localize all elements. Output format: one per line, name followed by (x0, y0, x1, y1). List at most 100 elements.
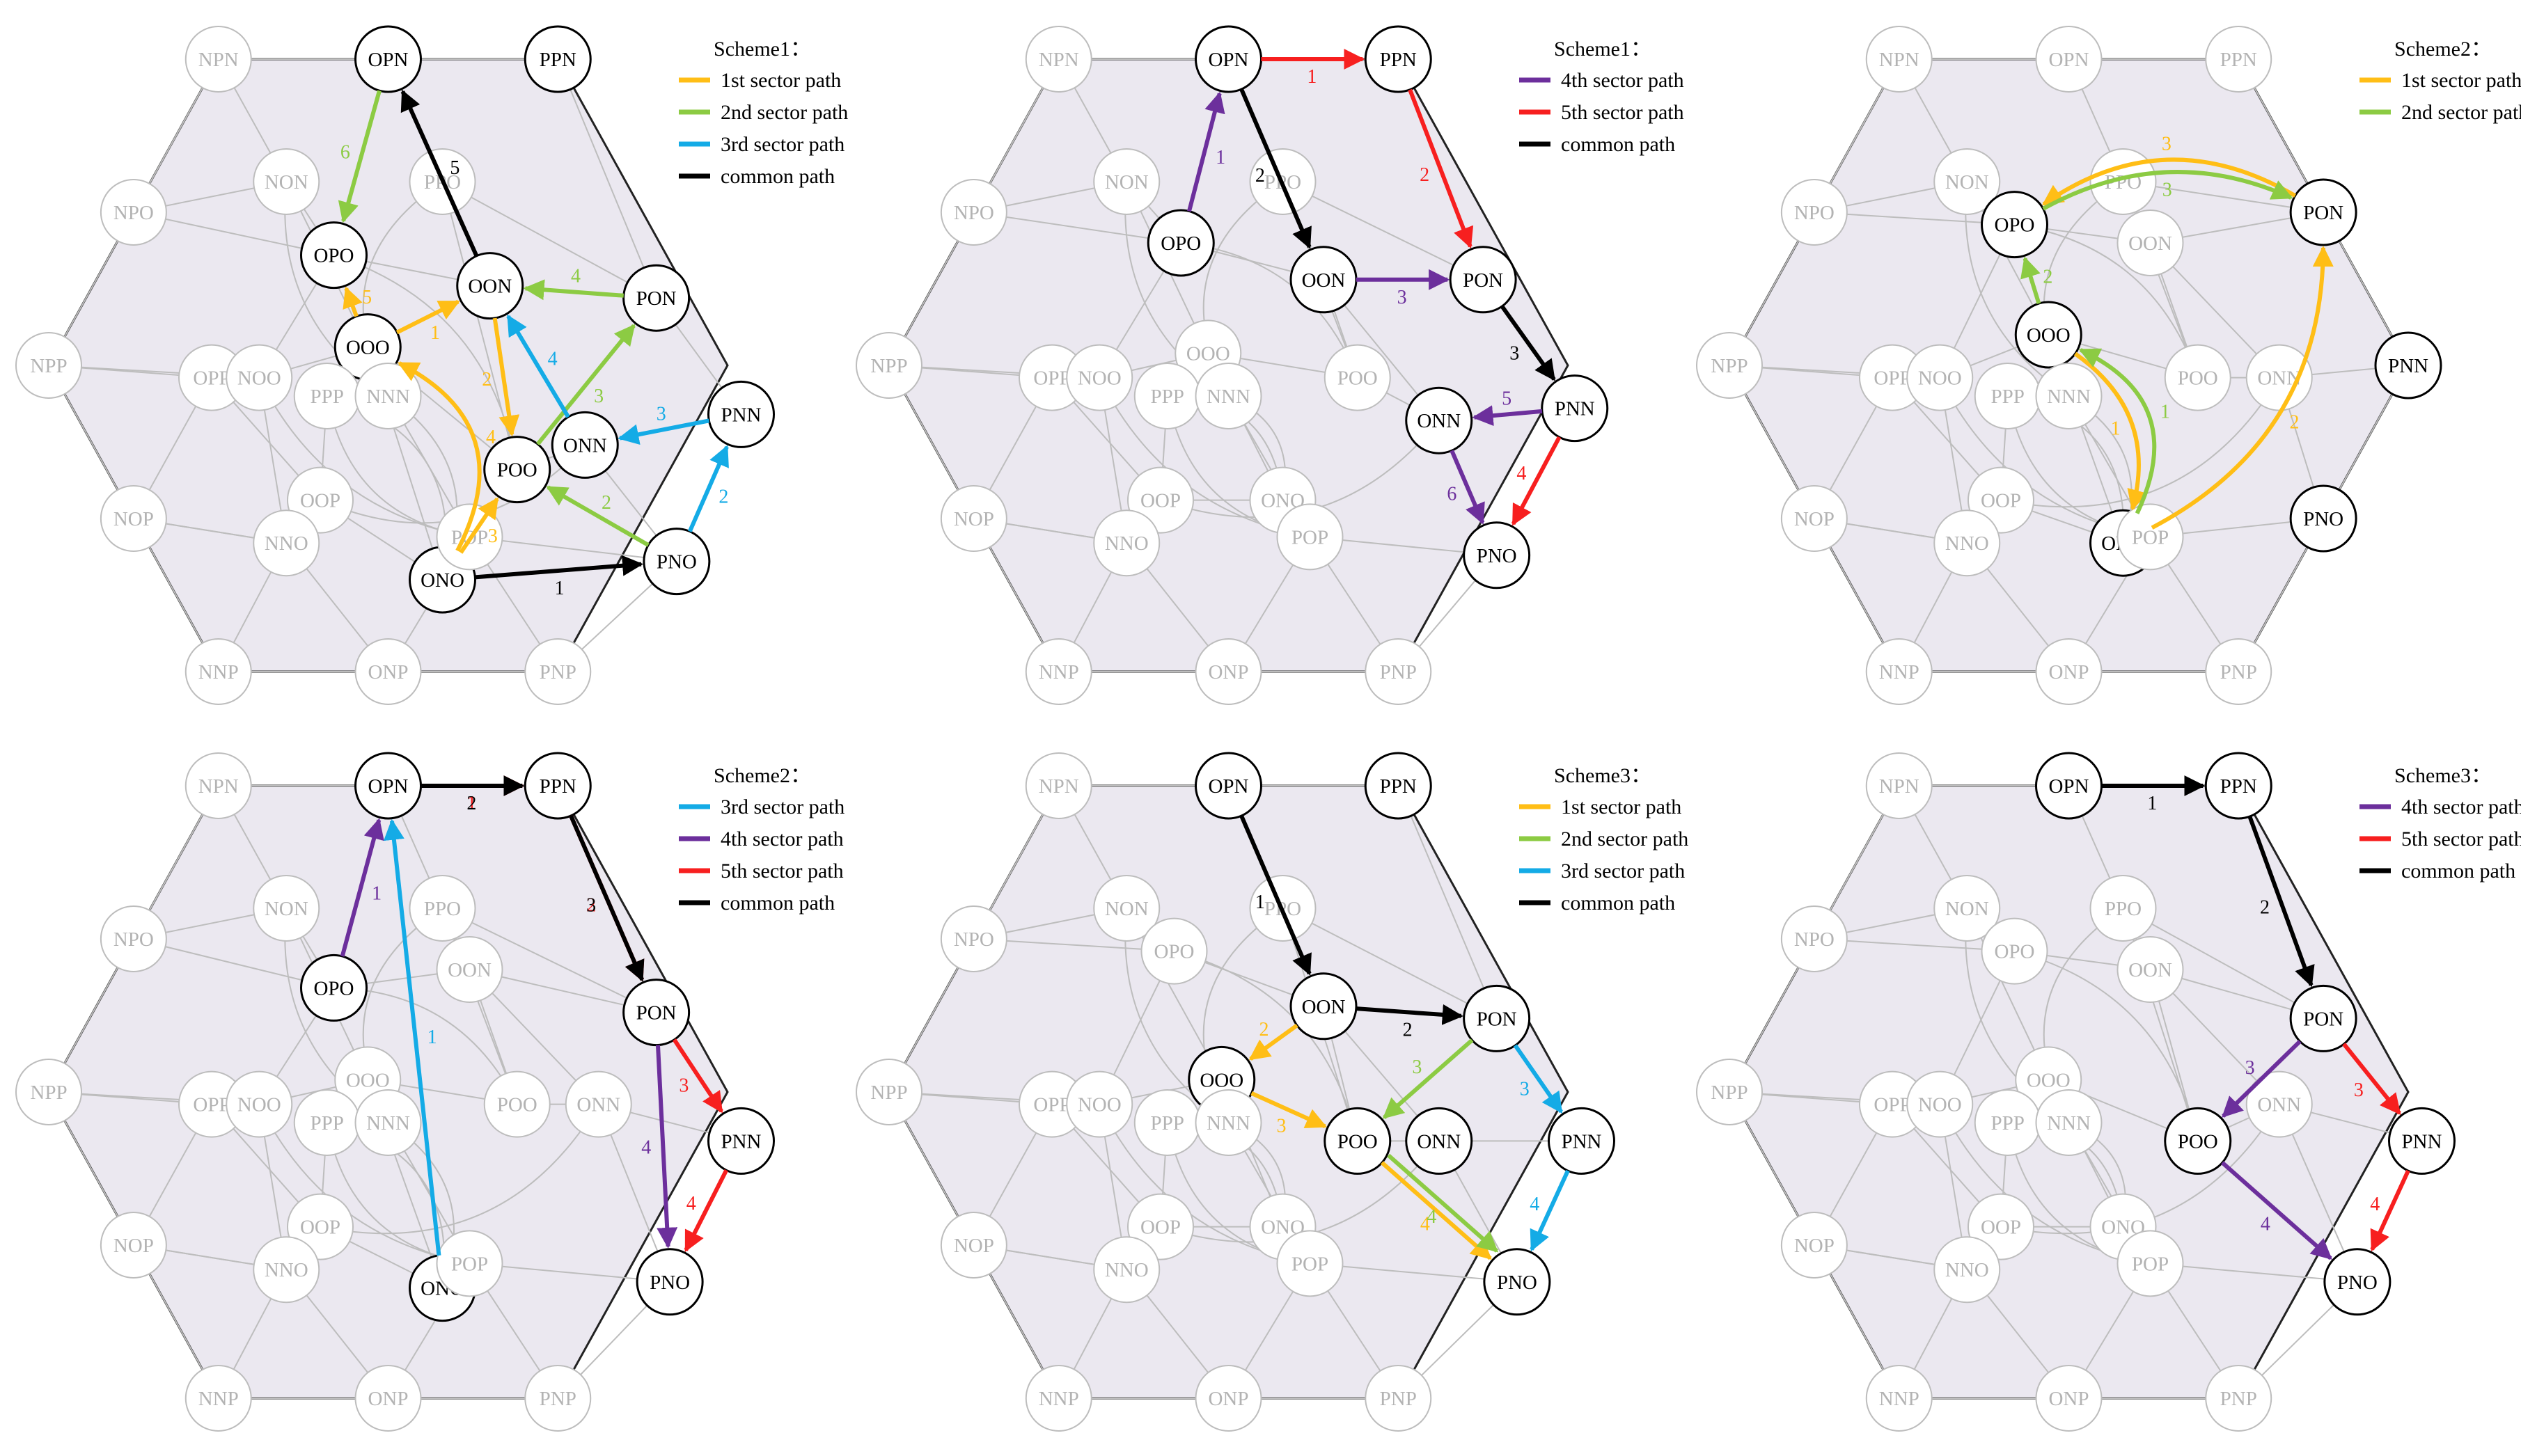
node-label: OPP (193, 367, 230, 390)
node-label: NPN (198, 49, 239, 71)
path-step-label: 2 (2260, 897, 2270, 919)
node-onn: ONN (565, 1070, 632, 1138)
path-step-label: 3 (2162, 179, 2172, 200)
node-label: PON (636, 1002, 677, 1024)
node-onn: ONN (2245, 1070, 2313, 1138)
node-label: NOO (1078, 1094, 1122, 1116)
node-opn: OPN (1195, 25, 1262, 93)
legend-label: 1st sector path (721, 69, 841, 92)
node-label: ONN (2257, 1094, 2301, 1116)
graph-edge (557, 58, 657, 299)
node-label: NPO (113, 202, 154, 224)
graph-edge (1282, 908, 1498, 1020)
legend: Scheme3： 1st sector path 2nd sector path 3r… (1519, 764, 1688, 915)
path-step-label: 1 (2160, 402, 2170, 423)
node-npo: NPO (940, 179, 1007, 246)
node-nnn: NNN (2035, 1089, 2103, 1156)
path-step-label: 2 (2289, 411, 2299, 433)
node-label: PNN (2388, 355, 2428, 377)
node-label: PPP (1151, 1112, 1184, 1134)
legend-title: Scheme3： (1554, 764, 1651, 787)
path-step-label: 2 (2043, 267, 2052, 288)
node-label: POO (497, 459, 537, 482)
path-step-label: 2 (602, 492, 611, 514)
yellow-path-arrow (397, 361, 482, 552)
node-pnn: PNN (2374, 331, 2442, 399)
node-oon: OON (2116, 936, 2184, 1003)
node-npp: NPP (856, 332, 922, 399)
node-label: NNO (265, 532, 308, 555)
node-label: NPP (1711, 355, 1748, 377)
node-oon: OON (2116, 209, 2184, 276)
node-label: PNO (2303, 508, 2343, 530)
node-pop: POP (1276, 1230, 1344, 1297)
legend-label: 5th sector path (2401, 828, 2521, 850)
node-pon: PON (2289, 984, 2357, 1052)
node-poo: POO (483, 1070, 551, 1138)
graph-edge (133, 938, 334, 989)
node-label: NNP (1879, 661, 1919, 683)
node-label: OPO (313, 977, 354, 999)
path-step-label: 3 (1520, 1078, 1530, 1100)
node-label: NNO (1945, 1259, 1989, 1281)
black-path-arrow (1356, 1004, 1463, 1025)
node-nop: NOP (1780, 485, 1848, 552)
node-label: NOO (1918, 1094, 1962, 1116)
legend-label: 3rd sector path (721, 133, 845, 156)
node-label: PNP (1380, 661, 1417, 683)
node-label: PPN (540, 775, 576, 798)
node-label: PNO (2337, 1272, 2378, 1294)
node-opp: OPP (1859, 344, 1926, 411)
legend-label: 1st sector path (2401, 69, 2521, 92)
black-path-arrow (400, 89, 479, 257)
green-path-arrow (536, 324, 636, 445)
node-non: NON (253, 875, 320, 942)
node-nop: NOP (100, 1212, 167, 1279)
node-label: NPN (1039, 49, 1079, 71)
node-pnn: PNN (1541, 374, 1609, 443)
graph-edge (1310, 1263, 1517, 1283)
path-step-label: 4 (1530, 1194, 1539, 1215)
node-label: ONN (1417, 1130, 1461, 1153)
legend-label: 4th sector path (721, 828, 844, 850)
node-nnp: NNP (1025, 638, 1092, 705)
node-npn: NPN (1865, 26, 1933, 93)
path-step-label: 2 (1259, 1019, 1269, 1040)
path-step-label: 1 (555, 578, 565, 599)
black-path-arrow (1239, 814, 1312, 976)
node-label: PNN (1561, 1130, 1601, 1153)
node-pno: PNO (1483, 1248, 1551, 1316)
path-step-label: 3 (1412, 1057, 1422, 1078)
node-label: PPP (1991, 1112, 2025, 1134)
node-nnn: NNN (1195, 1089, 1262, 1156)
path-step-label: 1 (1307, 66, 1317, 88)
node-label: OPP (1033, 367, 1070, 390)
node-label: POP (1291, 1253, 1328, 1275)
node-npn: NPN (1025, 752, 1092, 819)
node-pon: PON (1463, 984, 1531, 1052)
node-pnp: PNP (524, 638, 592, 705)
graph-edge-curved (2000, 377, 2280, 508)
node-pop: POP (436, 1230, 503, 1297)
blue-path-arrow (688, 445, 729, 532)
node-label: OOO (1200, 1069, 1243, 1091)
node-label: ONP (1208, 1388, 1248, 1410)
node-label: OPO (1994, 941, 2034, 963)
path-step-label: 3 (1397, 287, 1407, 308)
path-step-label: 4 (686, 1193, 696, 1214)
node-npo: NPO (100, 179, 167, 246)
green-path-arrow (1387, 1153, 1499, 1253)
node-ppn: PPN (2204, 752, 2272, 820)
node-npp: NPP (856, 1059, 922, 1125)
path-step-label: 3 (594, 386, 604, 407)
path-step-label: 4 (1420, 1213, 1430, 1235)
legend-label: 4th sector path (1561, 69, 1684, 92)
node-poo: POO (1324, 344, 1391, 411)
path-step-label: 4 (571, 266, 581, 287)
legend-label: 5th sector path (1561, 101, 1684, 124)
node-label: OOP (300, 490, 340, 512)
